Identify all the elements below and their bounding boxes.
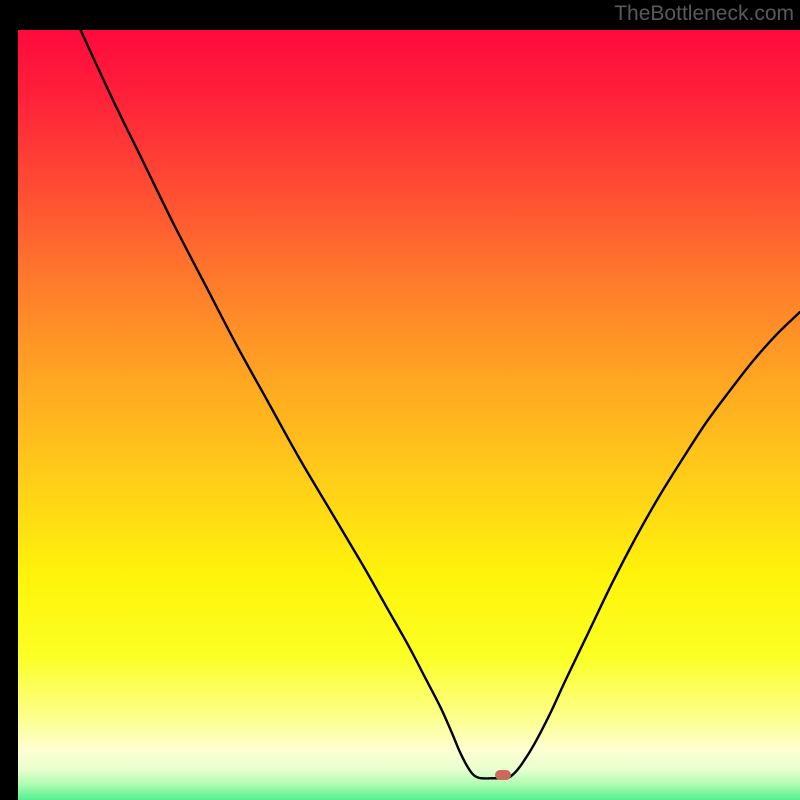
curve-path xyxy=(81,30,800,779)
bottleneck-curve xyxy=(18,30,800,782)
chart-frame: TheBottleneck.com xyxy=(0,0,800,800)
marker-pill xyxy=(495,770,511,780)
plot-area xyxy=(18,30,800,782)
watermark-text: TheBottleneck.com xyxy=(614,2,794,26)
minimum-marker xyxy=(495,770,511,780)
